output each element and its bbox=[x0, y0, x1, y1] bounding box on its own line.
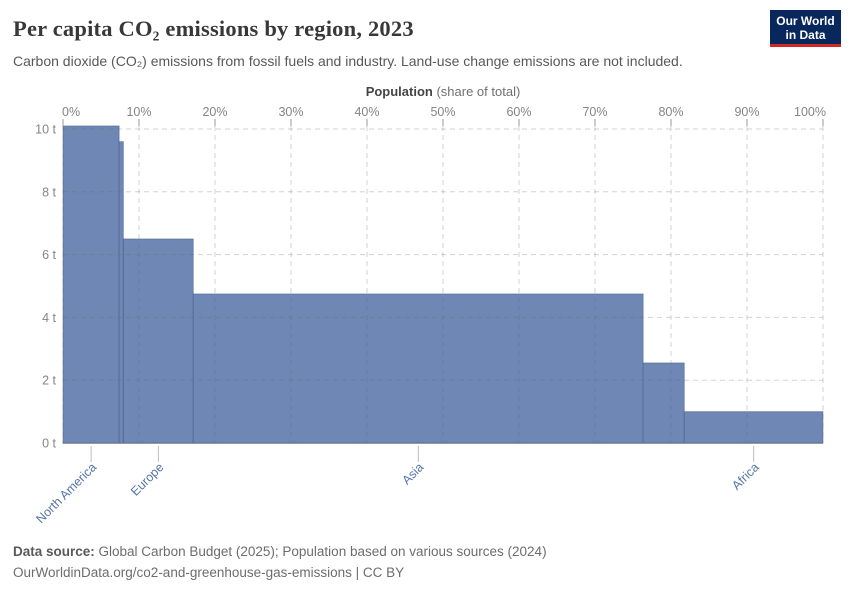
bar-asia[interactable] bbox=[192, 293, 644, 444]
bar-unlabeled-region-2[interactable] bbox=[642, 362, 685, 444]
region-label-africa: Africa bbox=[729, 460, 762, 493]
owid-logo-line1: Our World bbox=[776, 14, 835, 28]
x-axis-title: Population (share of total) bbox=[366, 84, 521, 99]
license-line: OurWorldinData.org/co2-and-greenhouse-ga… bbox=[13, 565, 405, 580]
chart-footer: Data source: Global Carbon Budget (2025)… bbox=[13, 541, 833, 583]
data-source-text: Global Carbon Budget (2025); Population … bbox=[94, 544, 547, 559]
x-tick-label: 10% bbox=[126, 105, 151, 119]
y-tick-label: 10 t bbox=[35, 123, 56, 137]
region-label-asia: Asia bbox=[399, 460, 426, 487]
x-tick-label: 30% bbox=[278, 105, 303, 119]
chart-title: Per capita CO₂ emissions by region, 2023 bbox=[13, 16, 414, 41]
chart-subtitle: Carbon dioxide (CO₂) emissions from foss… bbox=[13, 53, 683, 69]
owid-logo[interactable]: Our World in Data bbox=[770, 10, 841, 47]
x-tick-label: 100% bbox=[794, 105, 826, 119]
data-source-label: Data source: bbox=[13, 544, 95, 559]
y-tick-label: 6 t bbox=[42, 248, 56, 262]
y-tick-label: 4 t bbox=[42, 311, 56, 325]
owid-logo-line2: in Data bbox=[785, 28, 826, 42]
x-tick-label: 70% bbox=[582, 105, 607, 119]
x-tick-label: 40% bbox=[354, 105, 379, 119]
bar-north-america[interactable] bbox=[62, 125, 120, 444]
x-tick-label: 80% bbox=[658, 105, 683, 119]
y-tick-label: 0 t bbox=[42, 437, 56, 451]
region-label-europe: Europe bbox=[128, 460, 166, 498]
bar-europe[interactable] bbox=[122, 238, 194, 444]
x-tick-label: 50% bbox=[430, 105, 455, 119]
bar-africa[interactable] bbox=[683, 411, 824, 444]
region-label-north-america: North America bbox=[33, 460, 99, 526]
bar-unlabeled-region-1[interactable] bbox=[118, 141, 124, 444]
data-source-line: Data source: Global Carbon Budget (2025)… bbox=[13, 541, 833, 562]
x-tick-label: 0% bbox=[62, 105, 80, 119]
y-tick-label: 8 t bbox=[42, 185, 56, 199]
y-tick-label: 2 t bbox=[42, 374, 56, 388]
x-tick-label: 20% bbox=[202, 105, 227, 119]
x-tick-label: 90% bbox=[734, 105, 759, 119]
x-tick-label: 60% bbox=[506, 105, 531, 119]
